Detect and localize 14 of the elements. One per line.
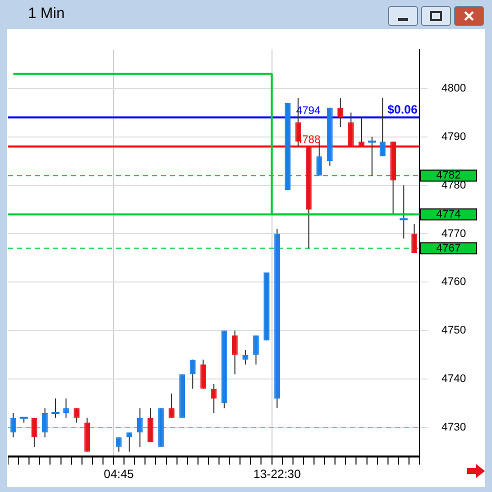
x-tick-label: 04:45 [104, 467, 134, 482]
chart-title: 1 Min [28, 5, 65, 22]
y-tick-label: 4750 [442, 324, 466, 337]
ref-line-label: 4767 [436, 242, 461, 254]
ref-line-label: 4782 [436, 170, 461, 182]
annotation: $0.06 [388, 102, 418, 117]
ref-line-label: 4774 [436, 208, 461, 220]
y-tick-label: 4760 [442, 276, 466, 288]
y-tick-label: 4740 [442, 373, 466, 386]
y-tick-label: 4790 [442, 130, 466, 143]
y-tick-label: 4770 [442, 228, 466, 240]
y-tick-label: 4800 [442, 82, 466, 94]
x-tick-label: 13-22:30 [253, 467, 302, 482]
y-tick-label: 4730 [442, 422, 466, 434]
